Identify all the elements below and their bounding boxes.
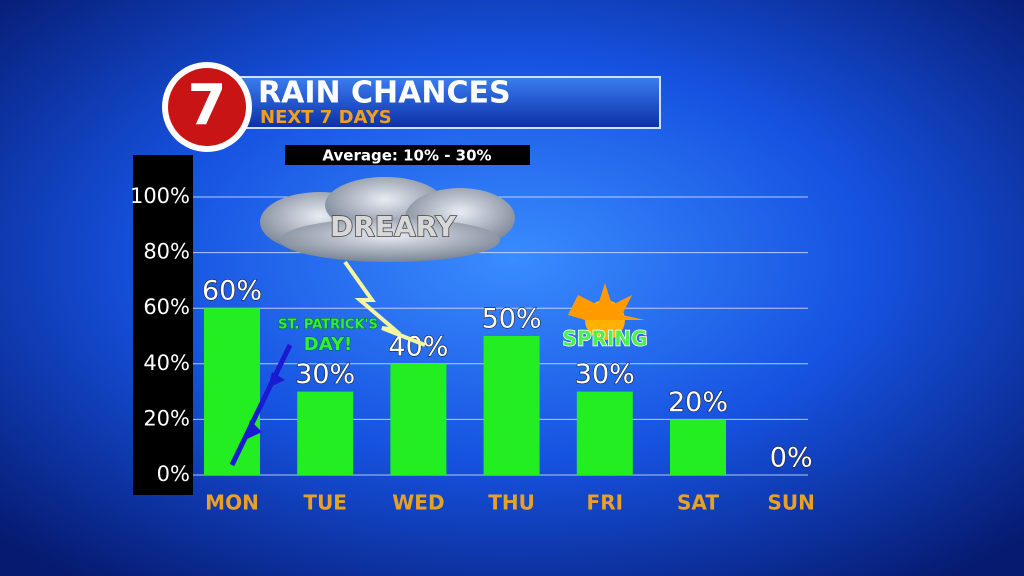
bar [297,391,354,475]
bar [576,391,633,475]
x-tick-label: MON [205,491,259,515]
value-label: 50% [482,304,542,335]
y-tick-label: 20% [143,406,190,430]
value-label: 30% [295,359,355,390]
x-tick-label: THU [488,491,535,515]
holiday-label: DAY! [304,334,352,355]
title-bar [199,76,661,129]
y-tick-label: 80% [143,240,190,264]
x-tick-label: WED [392,491,444,515]
x-tick-label: TUE [303,491,347,515]
value-label: 20% [668,387,728,418]
value-label: 30% [575,359,635,390]
y-tick-label: 100% [130,184,190,208]
average-note: Average: 10% - 30% [322,147,491,165]
average-box [285,145,530,165]
x-tick-label: SUN [768,491,815,515]
bar [483,336,540,475]
logo [168,68,246,146]
dreary-label: DREARY [330,210,457,243]
bar [670,419,726,475]
chart-title: RAIN CHANCES [258,76,511,111]
y-tick-label: 40% [143,351,190,375]
value-label: 60% [202,276,262,307]
sun [568,283,645,340]
y-axis-panel [133,155,193,495]
holiday-label: ST. PATRICK'S [278,318,378,333]
y-tick-label: 0% [157,462,190,486]
chart-subtitle: NEXT 7 DAYS [260,107,392,128]
bar [204,308,260,475]
bar [390,363,447,475]
x-tick-label: SAT [677,491,719,515]
cloud [260,177,515,347]
cold-front [229,343,293,467]
y-tick-label: 60% [143,295,190,319]
value-label: 0% [770,443,813,474]
logo-text: 7 [188,73,227,138]
x-tick-label: FRI [587,491,624,515]
spring-label: SPRING [562,327,647,351]
